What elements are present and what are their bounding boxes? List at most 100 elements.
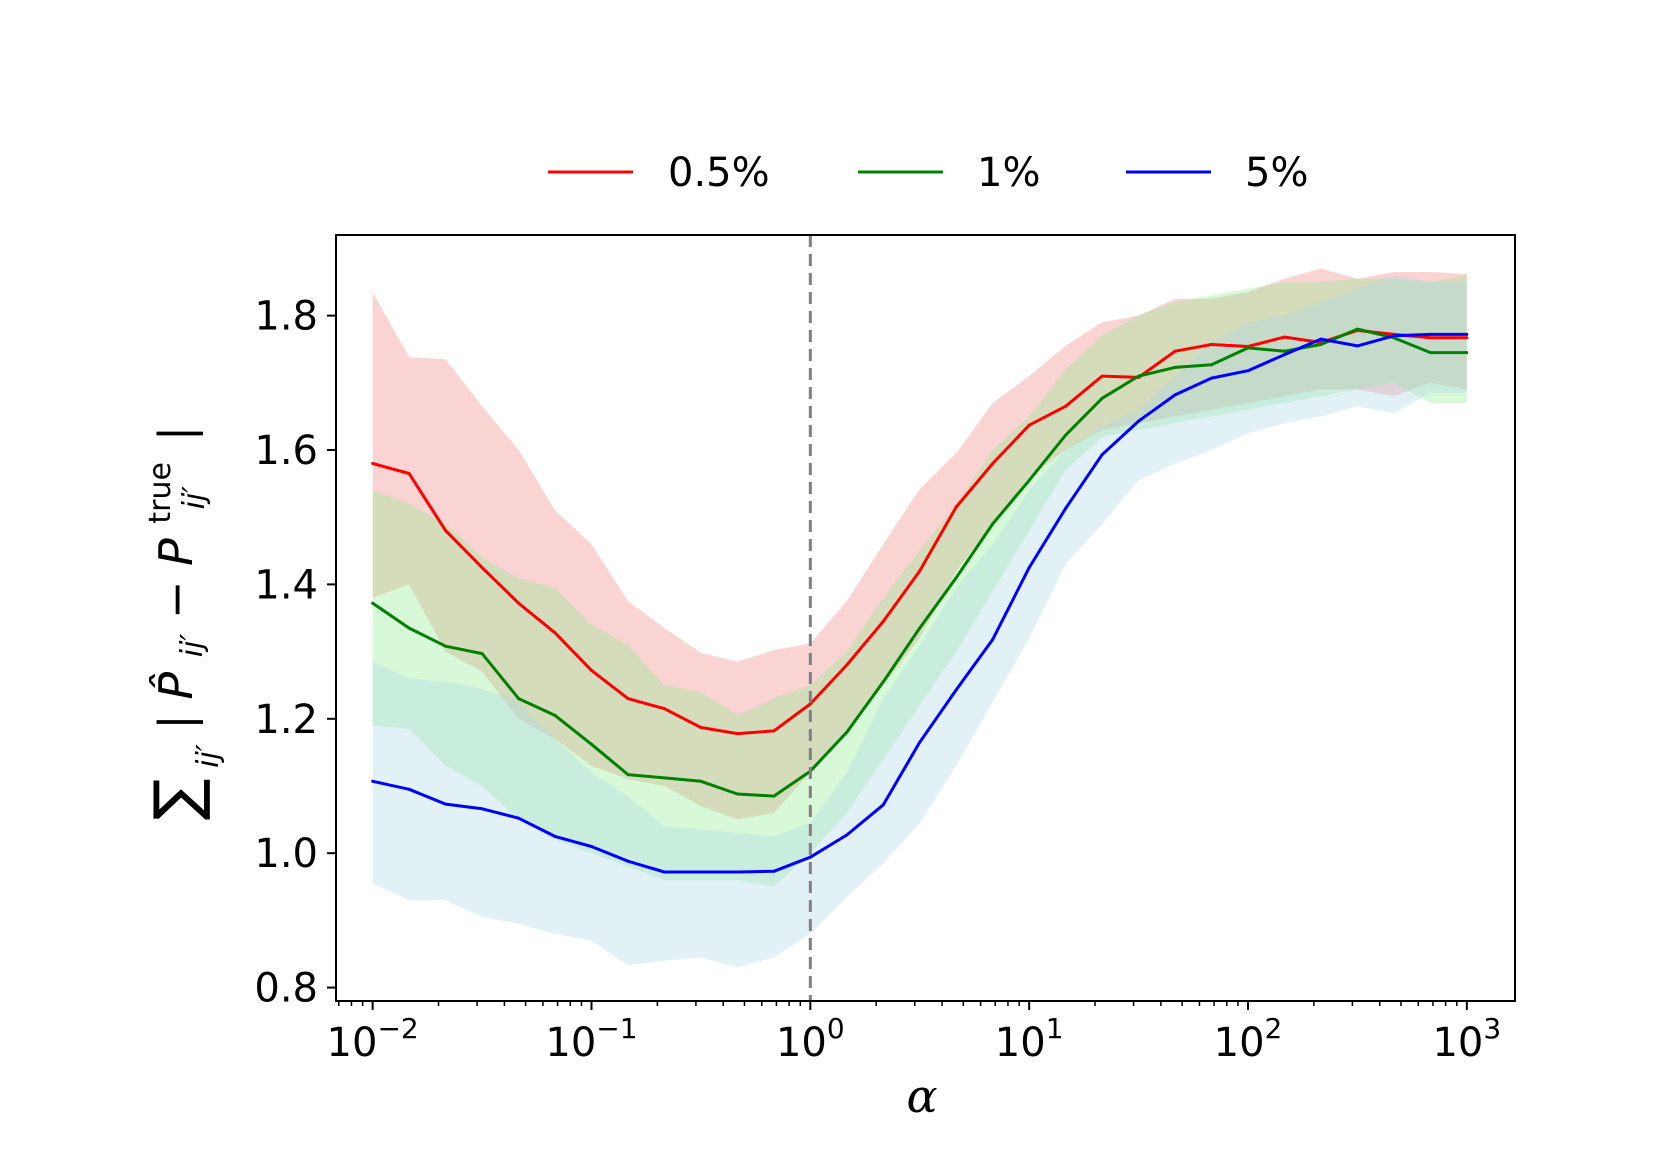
point-series-1-14 — [881, 680, 885, 684]
point-series-1-4 — [517, 697, 521, 701]
ylabel-bar-close: | — [149, 426, 204, 442]
y-tick-label-1: 1.0 — [254, 831, 318, 877]
point-series-0-2 — [444, 529, 448, 533]
point-series-2-8 — [662, 870, 666, 874]
point-series-1-13 — [845, 730, 849, 734]
point-series-0-5 — [553, 631, 557, 635]
point-series-2-5 — [553, 834, 557, 838]
x-tick-label-4: 102 — [1214, 1012, 1283, 1066]
point-series-1-3 — [480, 652, 484, 656]
point-series-0-6 — [590, 668, 593, 672]
point-series-0-3 — [480, 566, 484, 570]
point-series-2-28 — [1392, 334, 1396, 338]
point-series-2-14 — [881, 803, 885, 807]
point-series-2-15 — [918, 740, 922, 744]
point-series-1-0 — [371, 601, 375, 605]
legend-label-1: 1% — [977, 150, 1040, 196]
legend: 0.5% 1% 5% — [548, 150, 1308, 196]
point-series-2-13 — [845, 833, 849, 837]
point-series-2-17 — [991, 638, 995, 641]
y-tick-label-4: 1.6 — [254, 428, 318, 474]
point-series-0-25 — [1283, 335, 1286, 339]
point-series-2-27 — [1355, 344, 1359, 348]
point-series-1-16 — [954, 576, 958, 580]
plot-area — [335, 234, 1516, 1002]
legend-label-0: 0.5% — [668, 150, 770, 196]
point-series-1-15 — [918, 626, 922, 630]
point-series-0-29 — [1428, 336, 1432, 340]
point-series-1-27 — [1355, 327, 1359, 331]
point-series-2-6 — [590, 845, 593, 848]
point-series-1-7 — [626, 773, 630, 777]
point-series-1-18 — [1027, 478, 1031, 482]
point-series-0-12 — [808, 702, 812, 706]
point-series-0-23 — [1210, 343, 1213, 346]
point-series-2-7 — [626, 859, 630, 863]
point-series-0-11 — [772, 729, 776, 733]
point-series-2-0 — [371, 779, 375, 783]
point-series-0-1 — [407, 472, 411, 475]
x-tick-label-5: 103 — [1432, 1012, 1501, 1066]
point-series-0-16 — [954, 505, 958, 509]
y-tick-label-5: 1.8 — [254, 294, 318, 340]
point-series-1-5 — [553, 713, 557, 717]
point-series-2-26 — [1319, 337, 1323, 341]
point-series-2-11 — [772, 869, 776, 873]
band-series-0 — [372, 268, 1467, 820]
point-series-2-10 — [735, 870, 739, 874]
y-axis: 0.8 1.0 1.2 1.4 1.6 1.8 — [254, 294, 336, 1012]
point-series-1-26 — [1319, 343, 1323, 346]
legend-entry-1: 1% — [858, 150, 1040, 196]
point-series-2-1 — [407, 787, 411, 791]
point-series-0-30 — [1465, 336, 1469, 340]
x-tick-label-0: 10−2 — [327, 1012, 419, 1066]
point-series-0-22 — [1173, 349, 1177, 353]
y-axis-label: ∑ ij′ | P̂ ij′ − P true ij′ | — [127, 426, 229, 820]
point-series-2-3 — [480, 807, 484, 811]
point-series-2-16 — [954, 688, 958, 692]
legend-label-2: 5% — [1245, 150, 1308, 196]
point-series-2-29 — [1428, 332, 1432, 336]
svg-text:∑ ij′ | P̂: ∑ ij′ | P̂ ij′ − P true ij′ | — [127, 426, 229, 820]
point-series-0-7 — [626, 697, 630, 701]
legend-entry-0: 0.5% — [548, 150, 770, 196]
point-series-0-13 — [845, 663, 849, 667]
ylabel-p-true-sup: true — [143, 462, 178, 524]
y-tick-label-3: 1.4 — [254, 562, 318, 608]
point-series-0-10 — [735, 732, 739, 736]
y-tick-label-0: 0.8 — [254, 966, 318, 1012]
point-series-1-22 — [1173, 365, 1177, 369]
ylabel-p-hat-sub: ij′ — [175, 634, 210, 658]
point-series-1-2 — [444, 644, 448, 648]
point-series-1-9 — [699, 779, 703, 783]
point-series-1-17 — [991, 522, 995, 526]
point-series-0-4 — [517, 601, 521, 605]
point-series-2-12 — [808, 855, 812, 859]
band-series-1 — [372, 275, 1467, 887]
ylabel-p-hat: P̂ — [149, 672, 203, 700]
point-series-2-24 — [1246, 369, 1250, 373]
point-series-1-11 — [772, 794, 776, 798]
point-series-0-14 — [881, 619, 885, 623]
point-series-2-2 — [444, 802, 448, 806]
point-series-1-23 — [1210, 363, 1213, 367]
point-series-2-22 — [1173, 393, 1177, 397]
point-series-1-19 — [1064, 433, 1068, 437]
point-series-1-24 — [1246, 346, 1250, 350]
point-series-2-19 — [1064, 507, 1068, 510]
point-series-0-9 — [699, 726, 703, 729]
point-series-1-8 — [662, 776, 666, 780]
point-series-0-8 — [662, 707, 666, 711]
point-series-0-17 — [991, 462, 995, 465]
point-series-0-18 — [1027, 423, 1031, 427]
point-series-1-30 — [1465, 351, 1469, 355]
point-series-1-21 — [1137, 374, 1141, 378]
ylabel-bar-open: | — [149, 714, 204, 730]
legend-entry-2: 5% — [1126, 150, 1308, 196]
point-series-0-0 — [371, 462, 375, 465]
point-series-1-10 — [735, 792, 739, 796]
confidence-bands — [372, 268, 1467, 968]
x-tick-label-3: 101 — [995, 1012, 1064, 1066]
